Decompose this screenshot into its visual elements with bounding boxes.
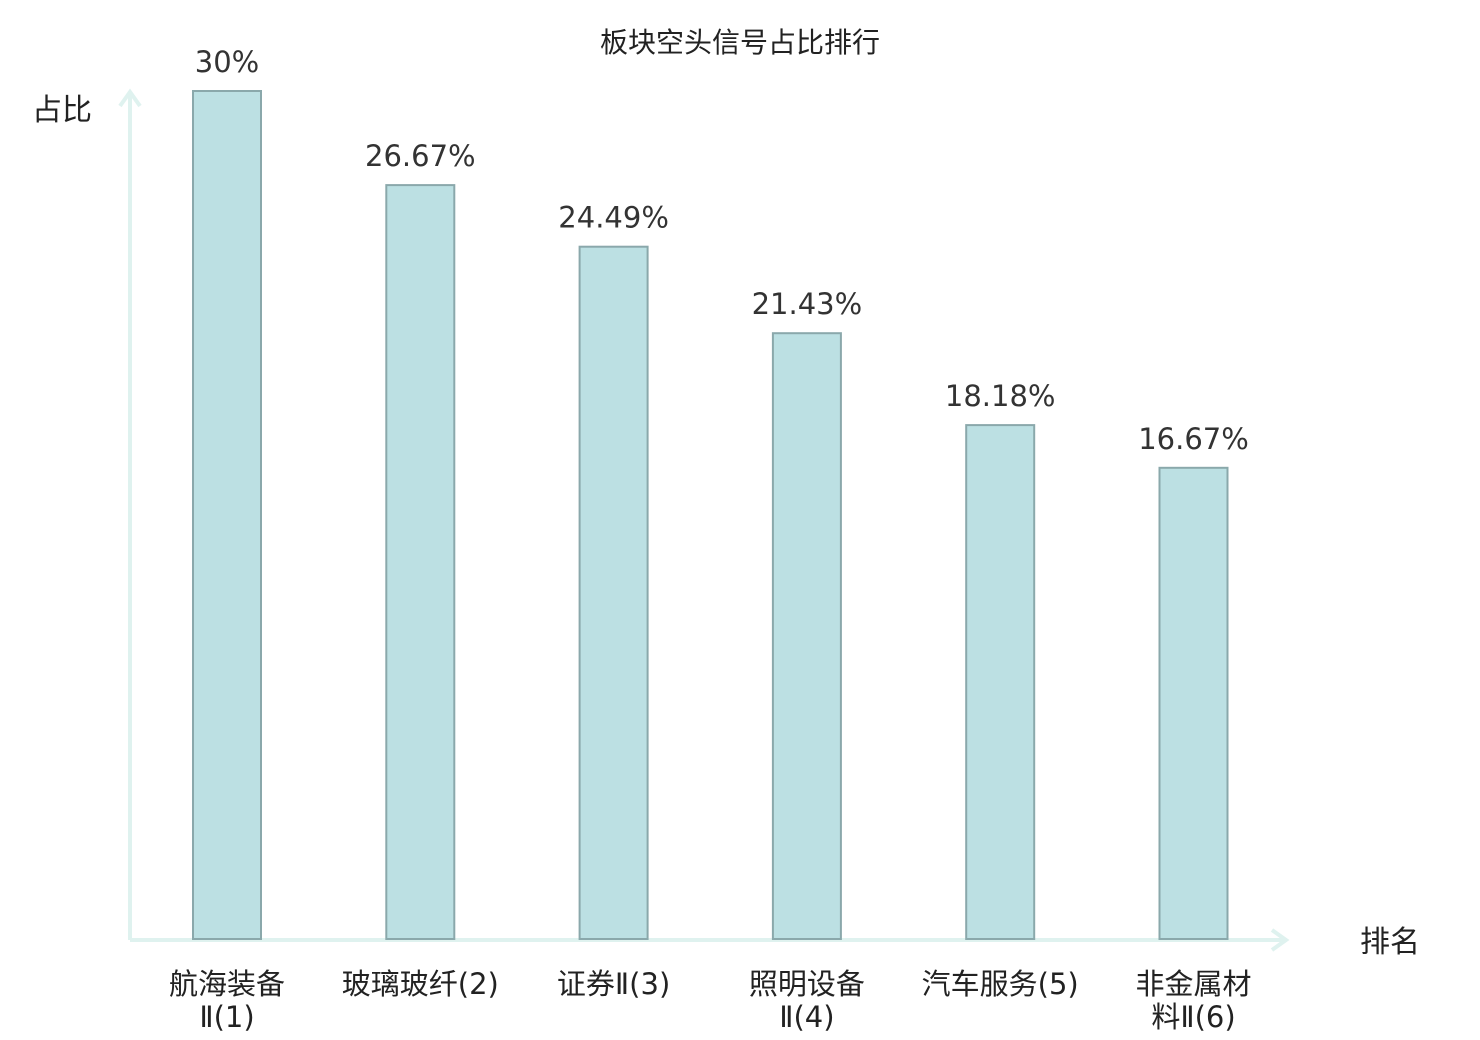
category-label-4: 照明设备 Ⅱ(4): [749, 967, 865, 1034]
category-label-1-line-2: Ⅱ(1): [199, 1000, 254, 1034]
category-label-6: 非金属材料Ⅱ(6): [1135, 967, 1251, 1034]
bar-1: [192, 90, 262, 940]
category-label-2: 玻璃玻纤(2): [342, 967, 499, 1001]
bar-2: [385, 184, 456, 941]
category-labels: 航海装备 Ⅱ(1) 玻璃玻纤(2) 证券Ⅱ(3) 照明设备 Ⅱ(4) 汽车服务(5) 非金属材…: [169, 967, 1252, 1034]
category-label-3: 证券Ⅱ(3): [557, 967, 670, 1001]
bar-6: [1158, 466, 1229, 940]
category-label-6-line-1: 非金属材: [1135, 967, 1251, 1001]
bar-3: [578, 245, 649, 940]
bar-5: [965, 424, 1036, 941]
x-axis-arrow: [1270, 928, 1290, 952]
value-label-4: 21.43%: [752, 287, 863, 321]
value-label-5: 18.18%: [945, 379, 1056, 413]
category-label-5: 汽车服务(5): [922, 967, 1079, 1001]
category-label-6-line-2: 料Ⅱ(6): [1151, 1000, 1235, 1034]
category-label-3-line-1: 证券Ⅱ(3): [557, 967, 670, 1001]
category-label-4-line-1: 照明设备: [749, 967, 865, 1001]
value-labels: 30% 26.67% 24.49% 21.43% 18.18% 16.67%: [195, 45, 1249, 456]
value-label-1: 30%: [195, 45, 259, 79]
value-label-6: 16.67%: [1138, 422, 1249, 456]
value-label-3: 24.49%: [558, 201, 669, 235]
value-label-2: 26.67%: [365, 139, 476, 173]
category-label-5-line-1: 汽车服务(5): [922, 967, 1079, 1001]
y-axis-label: 占比: [32, 93, 92, 128]
category-label-1: 航海装备 Ⅱ(1): [169, 967, 285, 1034]
category-label-1-line-1: 航海装备: [169, 967, 285, 1001]
x-axis-label: 排名: [1360, 925, 1420, 960]
chart-title: 板块空头信号占比排行: [600, 26, 880, 59]
bars: [192, 90, 1229, 941]
category-label-2-line-1: 玻璃玻纤(2): [342, 967, 499, 1001]
bar-4: [771, 332, 842, 940]
y-axis-arrow: [118, 88, 142, 108]
category-label-4-line-2: Ⅱ(4): [779, 1000, 834, 1034]
axes: [118, 88, 1290, 952]
